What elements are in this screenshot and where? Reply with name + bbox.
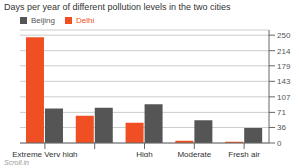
svg-text:179: 179 <box>277 62 291 71</box>
html-text:Delhi: Delhi <box>76 16 95 25</box>
svg-text:High: High <box>136 150 152 157</box>
html-text:Days per year of different pol: Days per year of different pollution lev… <box>4 2 231 12</box>
svg-text:214: 214 <box>277 47 291 56</box>
svg-text:36: 36 <box>277 123 286 132</box>
html-text:Scroll.in: Scroll.in <box>4 159 29 166</box>
svg-text:143: 143 <box>277 77 291 86</box>
svg-text:Moderate: Moderate <box>177 150 211 157</box>
svg-text:107: 107 <box>277 93 291 102</box>
svg-text:250: 250 <box>277 31 291 40</box>
svg-text:Fresh air: Fresh air <box>228 150 260 157</box>
svg-text:Extreme Very high: Extreme Very high <box>12 150 77 157</box>
svg-text:71: 71 <box>277 108 286 117</box>
svg-text:0: 0 <box>277 139 282 148</box>
html-text:Beijing: Beijing <box>31 16 55 25</box>
